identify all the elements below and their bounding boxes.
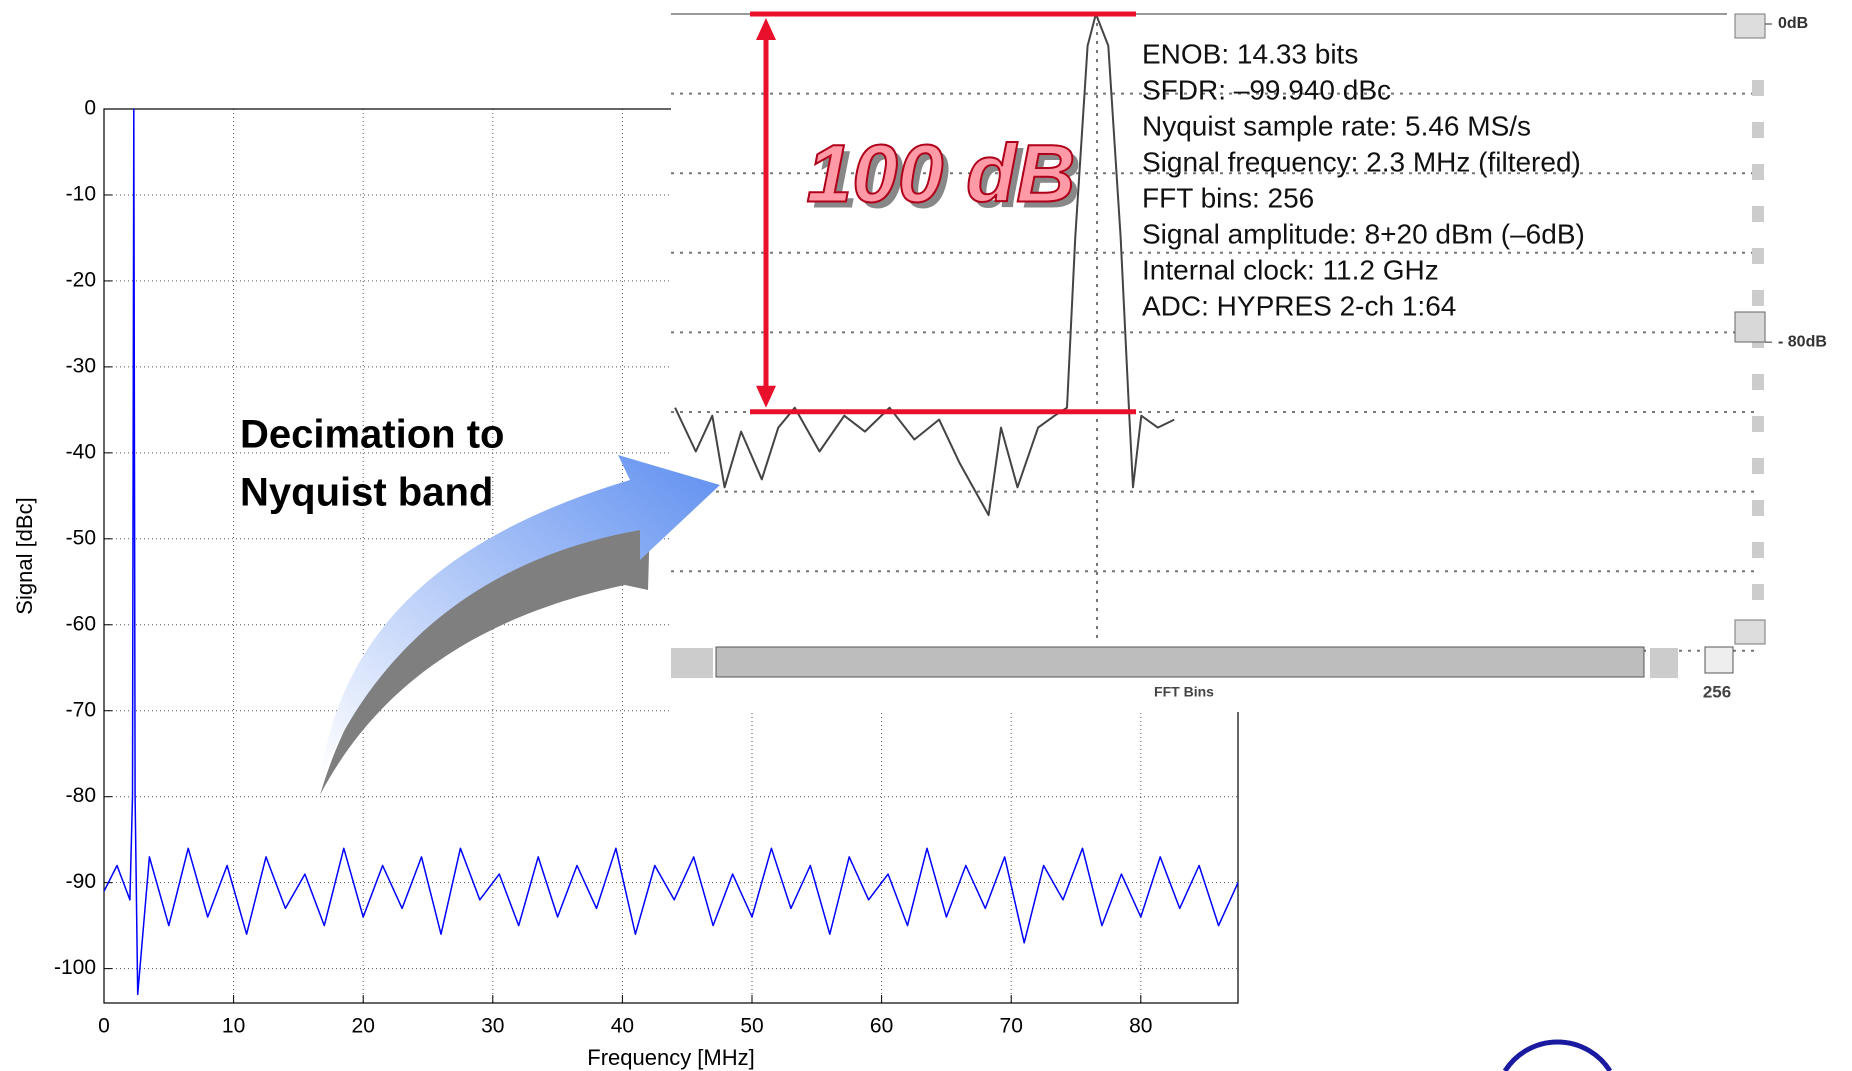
y-tick-label: -70 (66, 698, 96, 721)
info-line: Signal amplitude: 8+20 dBm (–6dB) (1142, 218, 1585, 249)
info-line: ADC: HYPRES 2-ch 1:64 (1142, 290, 1456, 321)
scroll-up (1735, 14, 1765, 38)
scroll-dot (1752, 374, 1764, 390)
hscroll-bar (716, 647, 1644, 677)
x-tick-label: 80 (1129, 1015, 1152, 1038)
scroll-dot (1752, 248, 1764, 264)
x-tick-label: 50 (740, 1015, 763, 1038)
info-line: FFT bins: 256 (1142, 182, 1314, 213)
x-axis-label: Frequency [MHz] (587, 1045, 755, 1070)
info-line: Internal clock: 11.2 GHz (1142, 254, 1439, 285)
logo (1505, 1042, 1610, 1071)
scroll-dot (1752, 416, 1764, 432)
x-tick-label: 40 (611, 1015, 634, 1038)
scroll-down (1735, 620, 1765, 644)
info-line: Signal frequency: 2.3 MHz (filtered) (1142, 146, 1581, 177)
y-tick-label: -20 (66, 268, 96, 291)
y-tick-label: -10 (66, 183, 96, 206)
y-axis-label: Signal [dBc] (12, 497, 37, 614)
y-tick-label: -50 (66, 526, 96, 549)
x-axis-label: FFT Bins (1154, 684, 1214, 700)
y-tick-label: - 80dB (1778, 333, 1827, 350)
x-tick-label: 30 (481, 1015, 504, 1038)
inset-background (671, 0, 1852, 712)
annotation: Decimation to (240, 413, 504, 457)
y-tick-label: 0 (84, 97, 96, 120)
chart: 0 10 20 30 40 50 60 70 80 0 -10 -20 -30 -40 -50 -60 -70 -… (0, 0, 1852, 1071)
y-tick-label: 0dB (1778, 15, 1808, 32)
scroll-dot (1752, 584, 1764, 600)
hscroll-right (1650, 648, 1678, 678)
x-tick-label: 10 (222, 1015, 245, 1038)
info-line: SFDR: –99.940 dBc (1142, 74, 1391, 105)
x-tick-label: 60 (870, 1015, 893, 1038)
scroll-dot (1752, 290, 1764, 306)
y-tick-label: -90 (66, 870, 96, 893)
hscroll-left (671, 648, 713, 678)
y-tick-label: -40 (66, 440, 96, 463)
scroll-dot (1752, 542, 1764, 558)
scroll-dot (1752, 458, 1764, 474)
scroll-thumb (1735, 312, 1765, 342)
scroll-dot (1752, 500, 1764, 516)
y-tick-label: -60 (66, 612, 96, 635)
info-line: ENOB: 14.33 bits (1142, 38, 1358, 69)
x-tick-label: 0 (98, 1015, 110, 1038)
scroll-dot (1752, 206, 1764, 222)
x-tick-label: 20 (352, 1015, 375, 1038)
annotation: Nyquist band (240, 471, 493, 515)
annotation: 100 dB (807, 129, 1076, 220)
hscroll-arrow (1705, 647, 1733, 673)
y-tick-label: -100 (54, 956, 96, 979)
fft-screenshot: 0dB - 80dB 256 FFT Bins ENOB: 14.33 bits SFDR… (671, 0, 1852, 712)
y-tick-label: -30 (66, 354, 96, 377)
scroll-dot (1752, 80, 1764, 96)
x-tick-label: 256 (1703, 682, 1731, 701)
scroll-dot (1752, 164, 1764, 180)
scroll-dot (1752, 122, 1764, 138)
x-tick-label: 70 (1000, 1015, 1023, 1038)
info-line: Nyquist sample rate: 5.46 MS/s (1142, 110, 1531, 141)
y-tick-label: -80 (66, 784, 96, 807)
page: {"chart_data": [ {"type": "line", "xlabe… (0, 0, 1852, 1071)
